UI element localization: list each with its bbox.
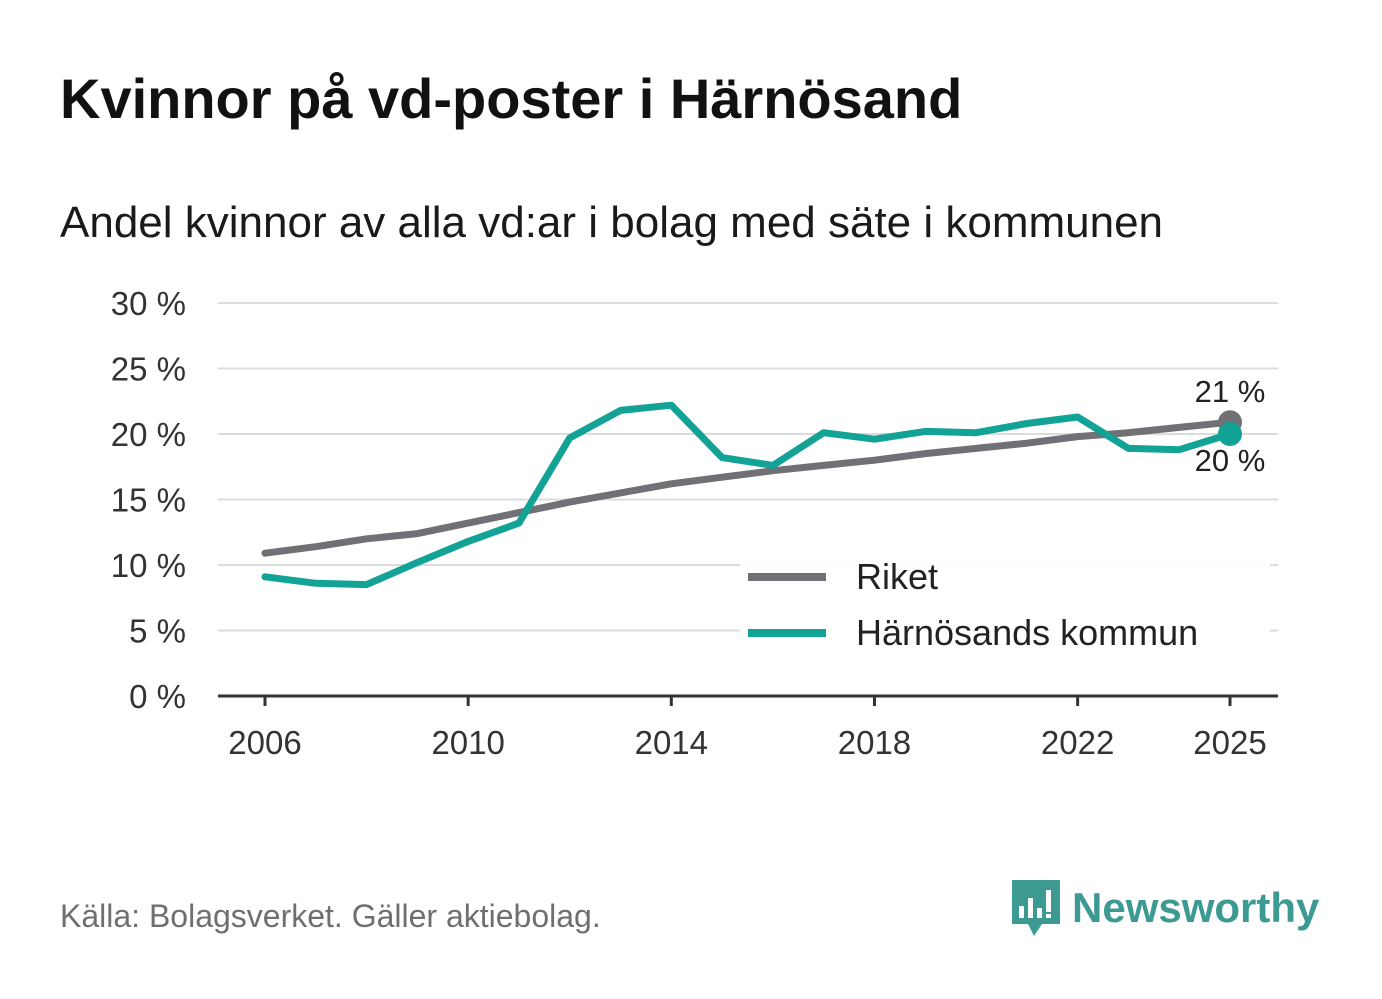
logo-text: Newsworthy bbox=[1072, 884, 1320, 931]
chart-subtitle: Andel kvinnor av alla vd:ar i bolag med … bbox=[60, 198, 1164, 247]
y-tick-label: 0 % bbox=[129, 678, 186, 715]
y-tick-label: 5 % bbox=[129, 613, 186, 650]
source-note: Källa: Bolagsverket. Gäller aktiebolag. bbox=[60, 898, 601, 934]
line-chart: 0 % 5 % 10 % 15 % 20 % 25 % 30 % 2006 2010 2014 20… bbox=[111, 285, 1278, 761]
legend-label: Riket bbox=[856, 556, 938, 597]
end-marker-harnosand bbox=[1218, 422, 1242, 446]
end-label-harnosand: 20 % bbox=[1195, 443, 1266, 478]
y-tick-label: 15 % bbox=[111, 482, 186, 519]
y-tick-label: 10 % bbox=[111, 547, 186, 584]
legend-label: Härnösands kommun bbox=[856, 612, 1198, 653]
legend-box bbox=[740, 548, 1270, 658]
chart-title: Kvinnor på vd-poster i Härnösand bbox=[60, 67, 963, 130]
end-label-riket: 21 % bbox=[1195, 374, 1266, 409]
y-tick-label: 25 % bbox=[111, 351, 186, 388]
x-tick-label: 2014 bbox=[635, 724, 708, 761]
newsworthy-logo: Newsworthy bbox=[1010, 878, 1319, 938]
series-line-harnosand bbox=[261, 401, 1234, 589]
x-tick-label: 2010 bbox=[431, 724, 504, 761]
y-tick-label: 30 % bbox=[111, 285, 186, 322]
y-tick-label: 20 % bbox=[111, 416, 186, 453]
x-tick-label: 2006 bbox=[228, 724, 301, 761]
x-tick-label: 2018 bbox=[838, 724, 911, 761]
x-tick-label: 2022 bbox=[1041, 724, 1114, 761]
series-line-riket bbox=[261, 418, 1234, 557]
x-tick-label: 2025 bbox=[1193, 724, 1266, 761]
newsworthy-logo-icon bbox=[1012, 880, 1060, 936]
